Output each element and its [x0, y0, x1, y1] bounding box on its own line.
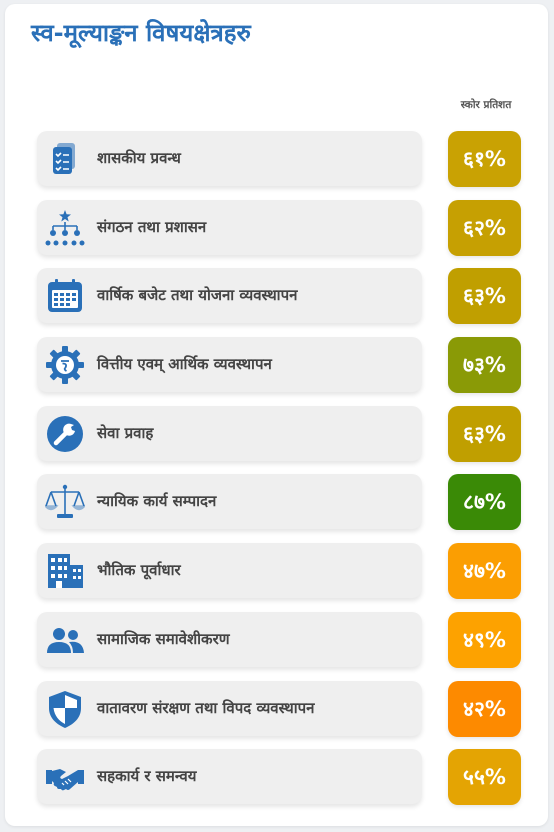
money-gear-icon — [45, 345, 85, 385]
checklist-icon — [45, 139, 85, 179]
area-label: सेवा प्रवाह — [97, 424, 154, 442]
shield-icon — [45, 689, 85, 729]
area-label: सामाजिक समावेशीकरण — [97, 630, 230, 648]
area-row-inclusion[interactable]: सामाजिक समावेशीकरण — [37, 612, 422, 667]
calendar-icon — [45, 276, 85, 316]
area-label: न्यायिक कार्य सम्पादन — [97, 492, 217, 510]
area-row-governance[interactable]: शासकीय प्रवन्ध — [37, 131, 422, 186]
area-label: वार्षिक बजेट तथा योजना व्यवस्थापन — [97, 286, 298, 304]
score-badge: ४२% — [448, 681, 521, 737]
area-row-judicial[interactable]: न्यायिक कार्य सम्पादन — [37, 474, 422, 529]
area-row-finance[interactable]: वित्तीय एवम् आर्थिक व्यवस्थापन — [37, 337, 422, 392]
score-badge: ६३% — [448, 268, 521, 324]
score-badge: ४९% — [448, 612, 521, 668]
area-row-coordination[interactable]: सहकार्य र समन्वय — [37, 749, 422, 804]
area-label: वित्तीय एवम् आर्थिक व्यवस्थापन — [97, 355, 272, 373]
area-row-budget[interactable]: वार्षिक बजेट तथा योजना व्यवस्थापन — [37, 268, 422, 323]
score-badge: ४७% — [448, 543, 521, 599]
area-label: सहकार्य र समन्वय — [97, 767, 197, 785]
area-label: संगठन तथा प्रशासन — [97, 218, 207, 236]
area-row-infrastructure[interactable]: भौतिक पूर्वाधार — [37, 543, 422, 598]
area-row-service[interactable]: सेवा प्रवाह — [37, 406, 422, 461]
score-badge: ६३% — [448, 406, 521, 462]
score-badge: ७३% — [448, 337, 521, 393]
score-badge: ८७% — [448, 474, 521, 530]
area-label: वातावरण संरक्षण तथा विपद व्यवस्थापन — [97, 699, 315, 717]
page-title: स्व-मूल्याङ्कन विषयक्षेत्रहरु — [31, 19, 251, 47]
wrench-icon — [45, 414, 85, 454]
area-label: भौतिक पूर्वाधार — [97, 561, 181, 579]
people-icon — [45, 620, 85, 660]
score-column-header: स्कोर प्रतिशत — [460, 99, 512, 111]
score-badge: ५५% — [448, 749, 521, 805]
score-badge: ६१% — [448, 131, 521, 187]
area-row-organization[interactable]: संगठन तथा प्रशासन — [37, 200, 422, 255]
scales-icon — [45, 482, 85, 522]
score-badge: ६२% — [448, 200, 521, 256]
handshake-icon — [45, 757, 85, 797]
org-chart-icon — [45, 208, 85, 248]
area-row-environment[interactable]: वातावरण संरक्षण तथा विपद व्यवस्थापन — [37, 681, 422, 736]
building-icon — [45, 551, 85, 591]
area-label: शासकीय प्रवन्ध — [97, 149, 181, 167]
